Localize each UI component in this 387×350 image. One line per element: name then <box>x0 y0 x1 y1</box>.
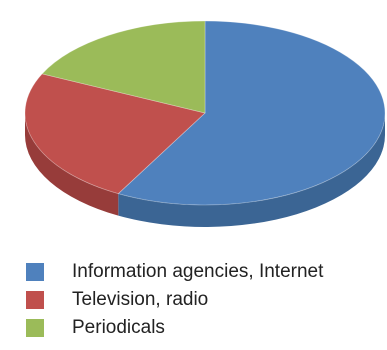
legend-label-periodicals: Periodicals <box>72 316 165 338</box>
legend-swatch-periodicals <box>26 318 44 337</box>
legend-swatch-information-agencies <box>26 262 44 281</box>
pie-chart <box>24 20 386 227</box>
pie-side-television-radio <box>25 113 119 216</box>
legend-item-television-radio: Television, radio <box>26 287 323 312</box>
legend-item-information-agencies: Information agencies, Internet <box>26 259 323 284</box>
pie-slice-periodicals <box>41 20 206 114</box>
pie-slices <box>24 20 386 206</box>
legend-swatch-television-radio <box>26 290 44 309</box>
legend: Information agencies, Internet Televisio… <box>26 259 323 343</box>
pie-side-information-agencies-internet <box>118 113 386 227</box>
legend-item-periodicals: Periodicals <box>26 315 323 340</box>
pie-slice-information-agencies-internet <box>117 20 386 206</box>
legend-label-information-agencies: Information agencies, Internet <box>72 260 324 282</box>
pie-sides <box>25 113 386 227</box>
pie-slice-television-radio <box>24 73 206 195</box>
legend-label-television-radio: Television, radio <box>72 288 209 310</box>
